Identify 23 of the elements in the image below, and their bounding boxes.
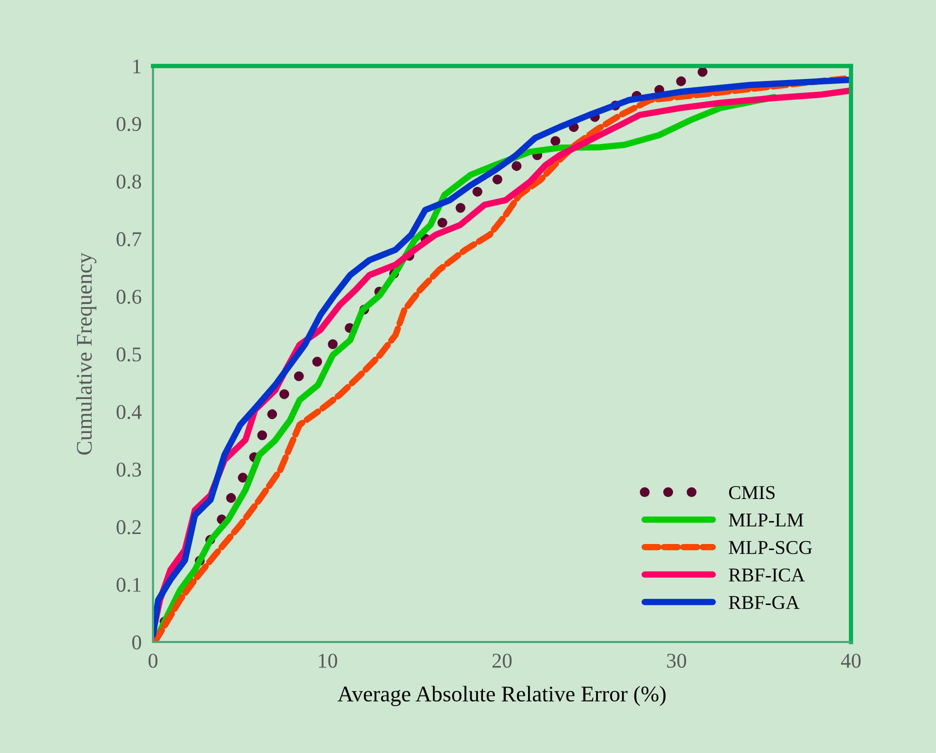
legend-label: RBF-ICA	[728, 568, 805, 582]
x-tick-label: 40	[840, 654, 861, 668]
legend-label: MLP-SCG	[728, 541, 812, 554]
x-tick-label: 10	[318, 654, 338, 668]
y-tick-label: 0.6	[116, 290, 142, 304]
x-tick-label: 0	[148, 654, 158, 668]
y-tick-label: 1	[133, 59, 141, 74]
y-tick-label: 0.4	[116, 404, 142, 420]
y-tick-label: 0.8	[116, 174, 142, 189]
y-tick-label: 0.2	[116, 520, 141, 534]
y-tick-label: 0.3	[116, 462, 142, 477]
y-tick-label: 0.1	[116, 578, 141, 592]
y-tick-label: 0.9	[116, 116, 142, 132]
legend-label: MLP-LM	[728, 514, 804, 526]
x-tick-label: 20	[492, 654, 512, 668]
y-axis-title: Cumulative Frequency	[76, 252, 96, 455]
legend-label: RBF-GA	[728, 596, 800, 610]
x-axis-title: Average Absolute Relative Error (%)	[338, 686, 666, 706]
y-tick-label: 0	[132, 635, 142, 650]
legend-label: CMIS	[729, 486, 775, 500]
y-tick-label: 0.5	[116, 347, 142, 362]
y-tick-label: 0.7	[116, 232, 142, 246]
x-tick-label: 30	[667, 654, 686, 668]
